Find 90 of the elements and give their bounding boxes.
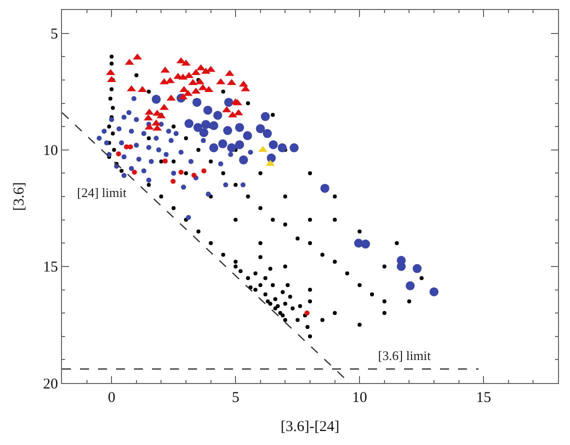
point: [412, 264, 422, 274]
point: [235, 122, 244, 132]
point: [218, 161, 224, 166]
point: [122, 114, 126, 120]
point: [191, 172, 196, 178]
point: [146, 178, 152, 183]
point: [96, 136, 102, 141]
point: [102, 128, 107, 134]
point: [227, 143, 236, 152]
point: [122, 173, 126, 178]
point: [181, 184, 186, 190]
point: [201, 168, 206, 174]
point: [178, 150, 184, 155]
point: [200, 138, 206, 144]
point: [266, 154, 276, 163]
point: [154, 136, 159, 141]
point: [186, 214, 191, 220]
point: [192, 98, 202, 107]
point: [128, 128, 134, 134]
point: [223, 182, 228, 188]
point: [268, 140, 278, 150]
point: [119, 140, 124, 146]
point: [178, 170, 184, 175]
point: [320, 184, 330, 193]
point: [304, 310, 310, 316]
point: [262, 129, 272, 138]
point: [239, 155, 248, 164]
point: [235, 140, 244, 150]
point: [430, 287, 438, 296]
y-tick-label: 10: [43, 143, 58, 160]
point: [109, 117, 114, 122]
x-tick-label: 10: [352, 390, 368, 406]
point: [168, 138, 174, 144]
point: [132, 170, 137, 175]
point: [218, 139, 228, 148]
point: [116, 126, 122, 132]
point: [248, 150, 253, 155]
point: [164, 152, 169, 158]
y-axis-title: [3.6]: [11, 182, 28, 211]
point: [209, 143, 218, 152]
x-tick-label: 0: [108, 390, 116, 406]
point: [260, 112, 270, 122]
point: [240, 182, 246, 188]
annotation: [3.6] limit: [378, 348, 432, 363]
point: [134, 117, 139, 122]
point: [116, 151, 122, 156]
point: [199, 128, 208, 138]
point: [128, 166, 134, 172]
point: [203, 106, 212, 115]
point: [152, 94, 161, 104]
point: [122, 154, 126, 160]
y-tick-label: 20: [43, 376, 58, 392]
point: [141, 168, 146, 174]
point: [128, 144, 133, 150]
point: [141, 131, 146, 136]
point: [184, 119, 194, 128]
point: [228, 152, 234, 158]
x-tick-label: 5: [232, 390, 240, 406]
point: [243, 131, 252, 140]
point: [406, 281, 415, 290]
point: [223, 126, 232, 136]
point: [136, 156, 142, 162]
x-axis-title: [3.6]-[24]: [280, 419, 340, 435]
point: [188, 159, 194, 164]
point: [278, 143, 287, 152]
point: [104, 140, 110, 146]
point: [209, 121, 218, 130]
x-tick-label: 15: [476, 390, 492, 406]
annotation: [24] limit: [77, 185, 127, 200]
point: [162, 158, 168, 164]
point: [213, 110, 222, 120]
point: [156, 147, 162, 152]
point: [201, 120, 210, 129]
point: [174, 131, 179, 136]
point: [134, 142, 139, 148]
point: [206, 192, 211, 197]
point: [131, 96, 136, 102]
point: [290, 143, 299, 152]
point: [193, 122, 202, 132]
y-tick-label: 5: [50, 26, 58, 43]
point: [361, 240, 370, 249]
y-tick-label: 15: [43, 260, 58, 276]
point: [171, 170, 176, 176]
point: [170, 178, 176, 184]
point: [224, 98, 234, 107]
point: [256, 124, 265, 134]
point: [166, 128, 172, 134]
point: [148, 159, 154, 164]
point: [146, 145, 152, 150]
point: [126, 110, 132, 116]
